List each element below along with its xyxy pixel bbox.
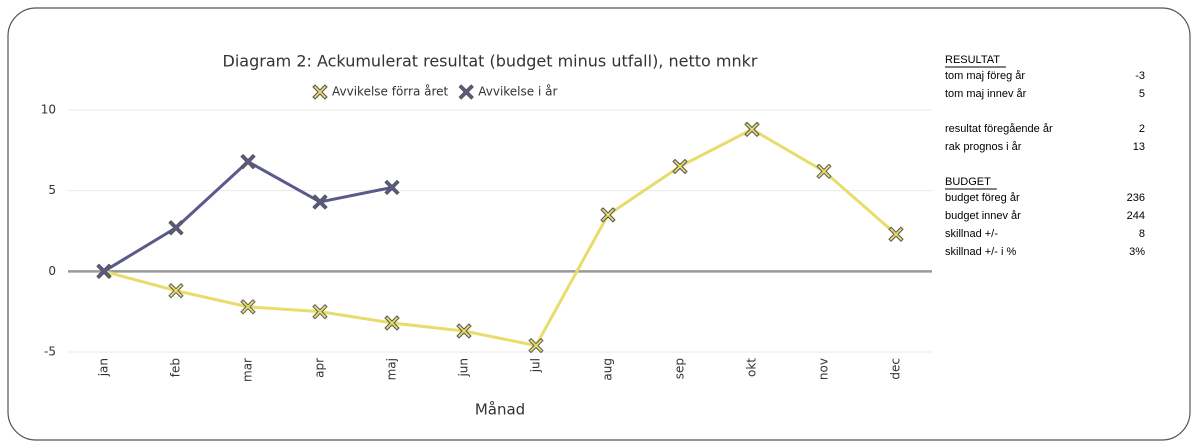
point-marker xyxy=(168,220,184,236)
x-tick-label: aug xyxy=(601,358,615,381)
point-marker xyxy=(384,315,400,331)
point-marker xyxy=(672,158,688,174)
x-tick-label: jan xyxy=(97,358,111,377)
x-tick-label: okt xyxy=(745,358,759,377)
legend-label: Avvikelse i år xyxy=(478,85,557,99)
y-tick-label: 10 xyxy=(41,103,56,117)
legend-label: Avvikelse förra året xyxy=(332,85,449,99)
panel-label: rak prognos i år xyxy=(945,141,1022,153)
point-marker xyxy=(312,304,328,320)
x-tick-label: feb xyxy=(169,358,183,377)
point-marker xyxy=(384,179,400,195)
panel-value: 3% xyxy=(1129,246,1145,258)
point-marker xyxy=(528,338,544,354)
point-marker xyxy=(888,226,904,242)
x-tick-label: maj xyxy=(385,358,399,380)
x-tick-label: nov xyxy=(817,358,831,380)
x-tick-label: dec xyxy=(889,358,903,380)
panel-heading: BUDGET xyxy=(945,176,991,188)
panel-label: budget innev år xyxy=(945,210,1021,222)
panel-label: tom maj innev år xyxy=(945,88,1027,100)
point-marker xyxy=(456,323,472,339)
x-tick-label: jul xyxy=(529,358,543,373)
point-marker xyxy=(312,194,328,210)
frame xyxy=(7,7,1191,441)
point-marker xyxy=(816,163,832,179)
panel-label: skillnad +/- i % xyxy=(945,246,1016,258)
panel-value: 2 xyxy=(1139,123,1145,135)
panel-label: resultat föregående år xyxy=(945,123,1053,135)
panel-value: 8 xyxy=(1139,228,1145,240)
panel-label: tom maj föreg år xyxy=(945,70,1025,82)
legend-marker xyxy=(312,84,328,100)
y-tick-label: 5 xyxy=(48,183,56,197)
legend-marker xyxy=(458,84,474,100)
point-marker xyxy=(96,263,112,279)
panel-value: -3 xyxy=(1135,70,1145,82)
panel-value: 5 xyxy=(1139,88,1145,100)
x-tick-label: apr xyxy=(313,358,327,378)
point-marker xyxy=(600,207,616,223)
y-tick-label: 0 xyxy=(48,264,56,278)
y-tick-label: -5 xyxy=(44,345,56,359)
side-panel: RESULTAT tom maj föreg år -3 tom maj innev … xyxy=(945,54,1145,258)
x-tick-label: sep xyxy=(673,358,687,379)
point-marker xyxy=(168,283,184,299)
panel-heading: RESULTAT xyxy=(945,54,1000,66)
series-line xyxy=(103,127,897,348)
x-axis-label: Månad xyxy=(475,401,525,419)
panel-label: budget föreg år xyxy=(945,192,1020,204)
chart-title: Diagram 2: Ackumulerat resultat (budget … xyxy=(223,52,758,71)
point-marker xyxy=(240,154,256,170)
point-marker xyxy=(240,299,256,315)
point-marker xyxy=(744,121,760,137)
x-tick-label: mar xyxy=(241,358,255,382)
panel-value: 236 xyxy=(1127,192,1145,204)
x-tick-label: jun xyxy=(457,358,471,378)
panel-value: 13 xyxy=(1133,141,1145,153)
panel-label: skillnad +/- xyxy=(945,228,998,240)
panel-value: 244 xyxy=(1127,210,1145,222)
